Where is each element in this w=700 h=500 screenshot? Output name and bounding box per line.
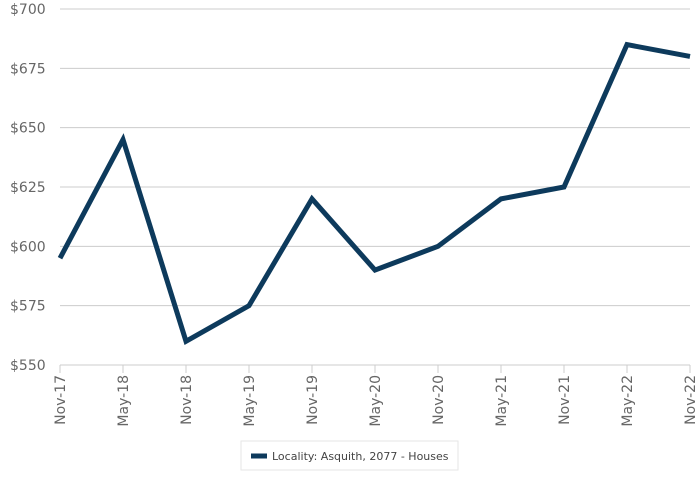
x-tick-label: May-20 <box>368 375 384 427</box>
data-point[interactable] <box>684 50 696 62</box>
x-tick-label: May-18 <box>116 375 132 427</box>
series-layer <box>54 39 696 347</box>
data-point[interactable] <box>495 193 507 205</box>
data-point[interactable] <box>117 134 129 146</box>
y-tick-label: $650 <box>10 121 46 137</box>
legend-label: Locality: Asquith, 2077 - Houses <box>272 450 449 463</box>
data-point[interactable] <box>369 264 381 276</box>
x-tick-label: Nov-21 <box>557 375 573 425</box>
x-tick-label: Nov-17 <box>53 375 69 425</box>
data-point[interactable] <box>243 300 255 312</box>
x-tick-label: Nov-22 <box>683 375 699 425</box>
y-axis: $550 $575 $600 $625 $650 $675 $700 <box>10 2 46 374</box>
x-tick-label: May-22 <box>620 375 636 427</box>
y-tick-label: $700 <box>10 2 46 18</box>
y-tick-label: $575 <box>10 299 46 315</box>
x-tick-label: Nov-18 <box>179 375 195 425</box>
series-line[interactable] <box>57 41 691 345</box>
y-tick-label: $675 <box>10 61 46 77</box>
data-point[interactable] <box>432 240 444 252</box>
x-tick-label: May-21 <box>494 375 510 427</box>
data-point[interactable] <box>621 39 633 51</box>
data-point[interactable] <box>558 181 570 193</box>
x-axis: Nov-17 May-18 Nov-18 May-19 Nov-19 May-20 Nov-… <box>53 365 699 427</box>
x-tick-label: Nov-20 <box>431 375 447 425</box>
y-tick-label: $600 <box>10 239 46 255</box>
x-tick-label: May-19 <box>242 375 258 427</box>
data-point[interactable] <box>54 252 66 264</box>
data-point[interactable] <box>180 335 192 347</box>
y-tick-label: $550 <box>10 358 46 374</box>
legend[interactable]: Locality: Asquith, 2077 - Houses <box>240 440 459 471</box>
gridlines <box>60 8 690 366</box>
data-point[interactable] <box>306 193 318 205</box>
legend-box <box>240 440 459 471</box>
y-tick-label: $625 <box>10 180 46 196</box>
x-tick-label: Nov-19 <box>305 375 321 425</box>
